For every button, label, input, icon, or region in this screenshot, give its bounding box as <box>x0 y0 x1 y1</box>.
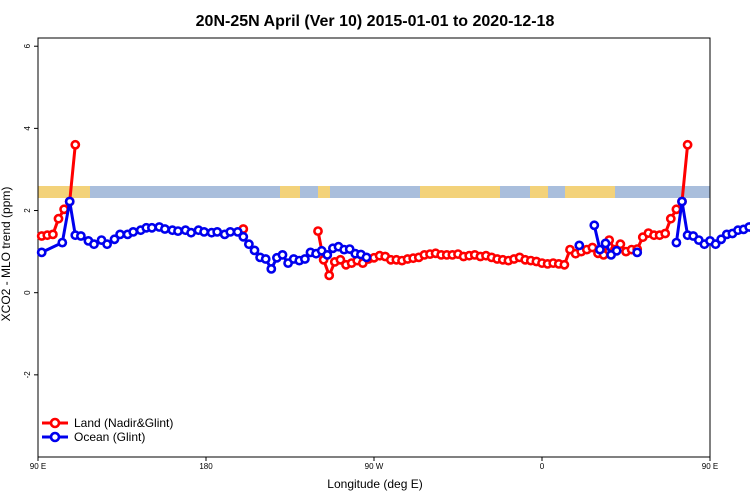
data-point <box>313 226 323 236</box>
y-axis-label: XCO2 - MLO trend (ppm) <box>0 187 13 322</box>
data-point <box>611 245 622 256</box>
data-point <box>277 249 288 260</box>
data-point <box>48 229 58 240</box>
data-point <box>266 263 277 274</box>
plot-frame <box>37 37 711 458</box>
x-tick-label: 180 <box>199 462 213 471</box>
data-point <box>115 229 125 240</box>
data-point <box>574 240 585 251</box>
data-point <box>710 239 721 250</box>
legend-entry: Land (Nadir&Glint) <box>74 416 173 430</box>
data-point <box>324 270 335 281</box>
data-point <box>53 213 64 224</box>
data-point <box>677 196 687 207</box>
chart-title: 20N-25N April (Ver 10) 2015-01-01 to 202… <box>196 13 555 30</box>
legend-swatch-marker <box>49 431 61 443</box>
data-point <box>249 245 260 256</box>
data-point <box>322 249 333 260</box>
y-tick-label: 4 <box>23 126 32 131</box>
data-point <box>682 139 693 150</box>
data-point <box>89 239 99 250</box>
series-ocean <box>36 196 750 274</box>
data-point <box>36 247 47 258</box>
data-point <box>559 259 570 270</box>
legend-entry: Ocean (Glint) <box>74 430 145 444</box>
map-land-blob <box>280 186 300 198</box>
legend: Land (Nadir&Glint)Ocean (Glint) <box>42 416 173 444</box>
data-point <box>57 237 68 248</box>
map-strip <box>38 186 710 198</box>
x-tick-label: 90 W <box>365 462 384 471</box>
y-axis: -2 0 2 4 6 <box>23 43 38 378</box>
data-point <box>76 231 86 241</box>
data-point <box>232 226 243 237</box>
y-tick-label: -2 <box>23 371 32 379</box>
y-tick-label: 0 <box>23 290 32 295</box>
data-point <box>632 247 643 258</box>
x-tick-label: 90 E <box>30 462 46 471</box>
x-tick-label: 90 E <box>702 462 718 471</box>
x-axis-label: Longitude (deg E) <box>327 477 422 491</box>
data-point <box>146 222 157 233</box>
data-point <box>595 244 605 255</box>
data-point <box>665 213 676 224</box>
data-point <box>299 254 310 264</box>
data-point <box>64 196 75 207</box>
data-point <box>660 228 671 239</box>
data-point <box>102 239 112 250</box>
x-axis: 90 E 180 90 W 0 90 E <box>30 457 718 471</box>
y-tick-label: 6 <box>23 43 32 48</box>
data-point <box>109 234 120 245</box>
data-point <box>243 239 254 250</box>
data-point <box>212 226 223 237</box>
data-point <box>671 204 682 215</box>
data-point <box>744 222 750 232</box>
y-tick-label: 2 <box>23 208 32 213</box>
map-land-blob <box>565 186 615 198</box>
data-point <box>260 254 271 264</box>
data-point <box>128 226 139 237</box>
data-point <box>238 231 249 242</box>
data-point <box>159 224 170 234</box>
series-layer <box>36 139 750 281</box>
map-land-blob <box>38 186 90 198</box>
map-land-blob <box>420 186 500 198</box>
data-point <box>199 226 209 237</box>
data-point <box>600 238 611 249</box>
map-land-blob <box>318 186 330 198</box>
data-point <box>173 226 183 236</box>
data-point <box>716 234 727 245</box>
legend-swatch-marker <box>49 417 61 429</box>
data-point <box>335 254 346 265</box>
map-land-blob <box>530 186 548 198</box>
data-point <box>70 139 81 150</box>
data-point <box>589 220 600 231</box>
data-point <box>671 237 682 248</box>
x-tick-label: 0 <box>540 462 545 471</box>
data-point <box>361 252 372 263</box>
